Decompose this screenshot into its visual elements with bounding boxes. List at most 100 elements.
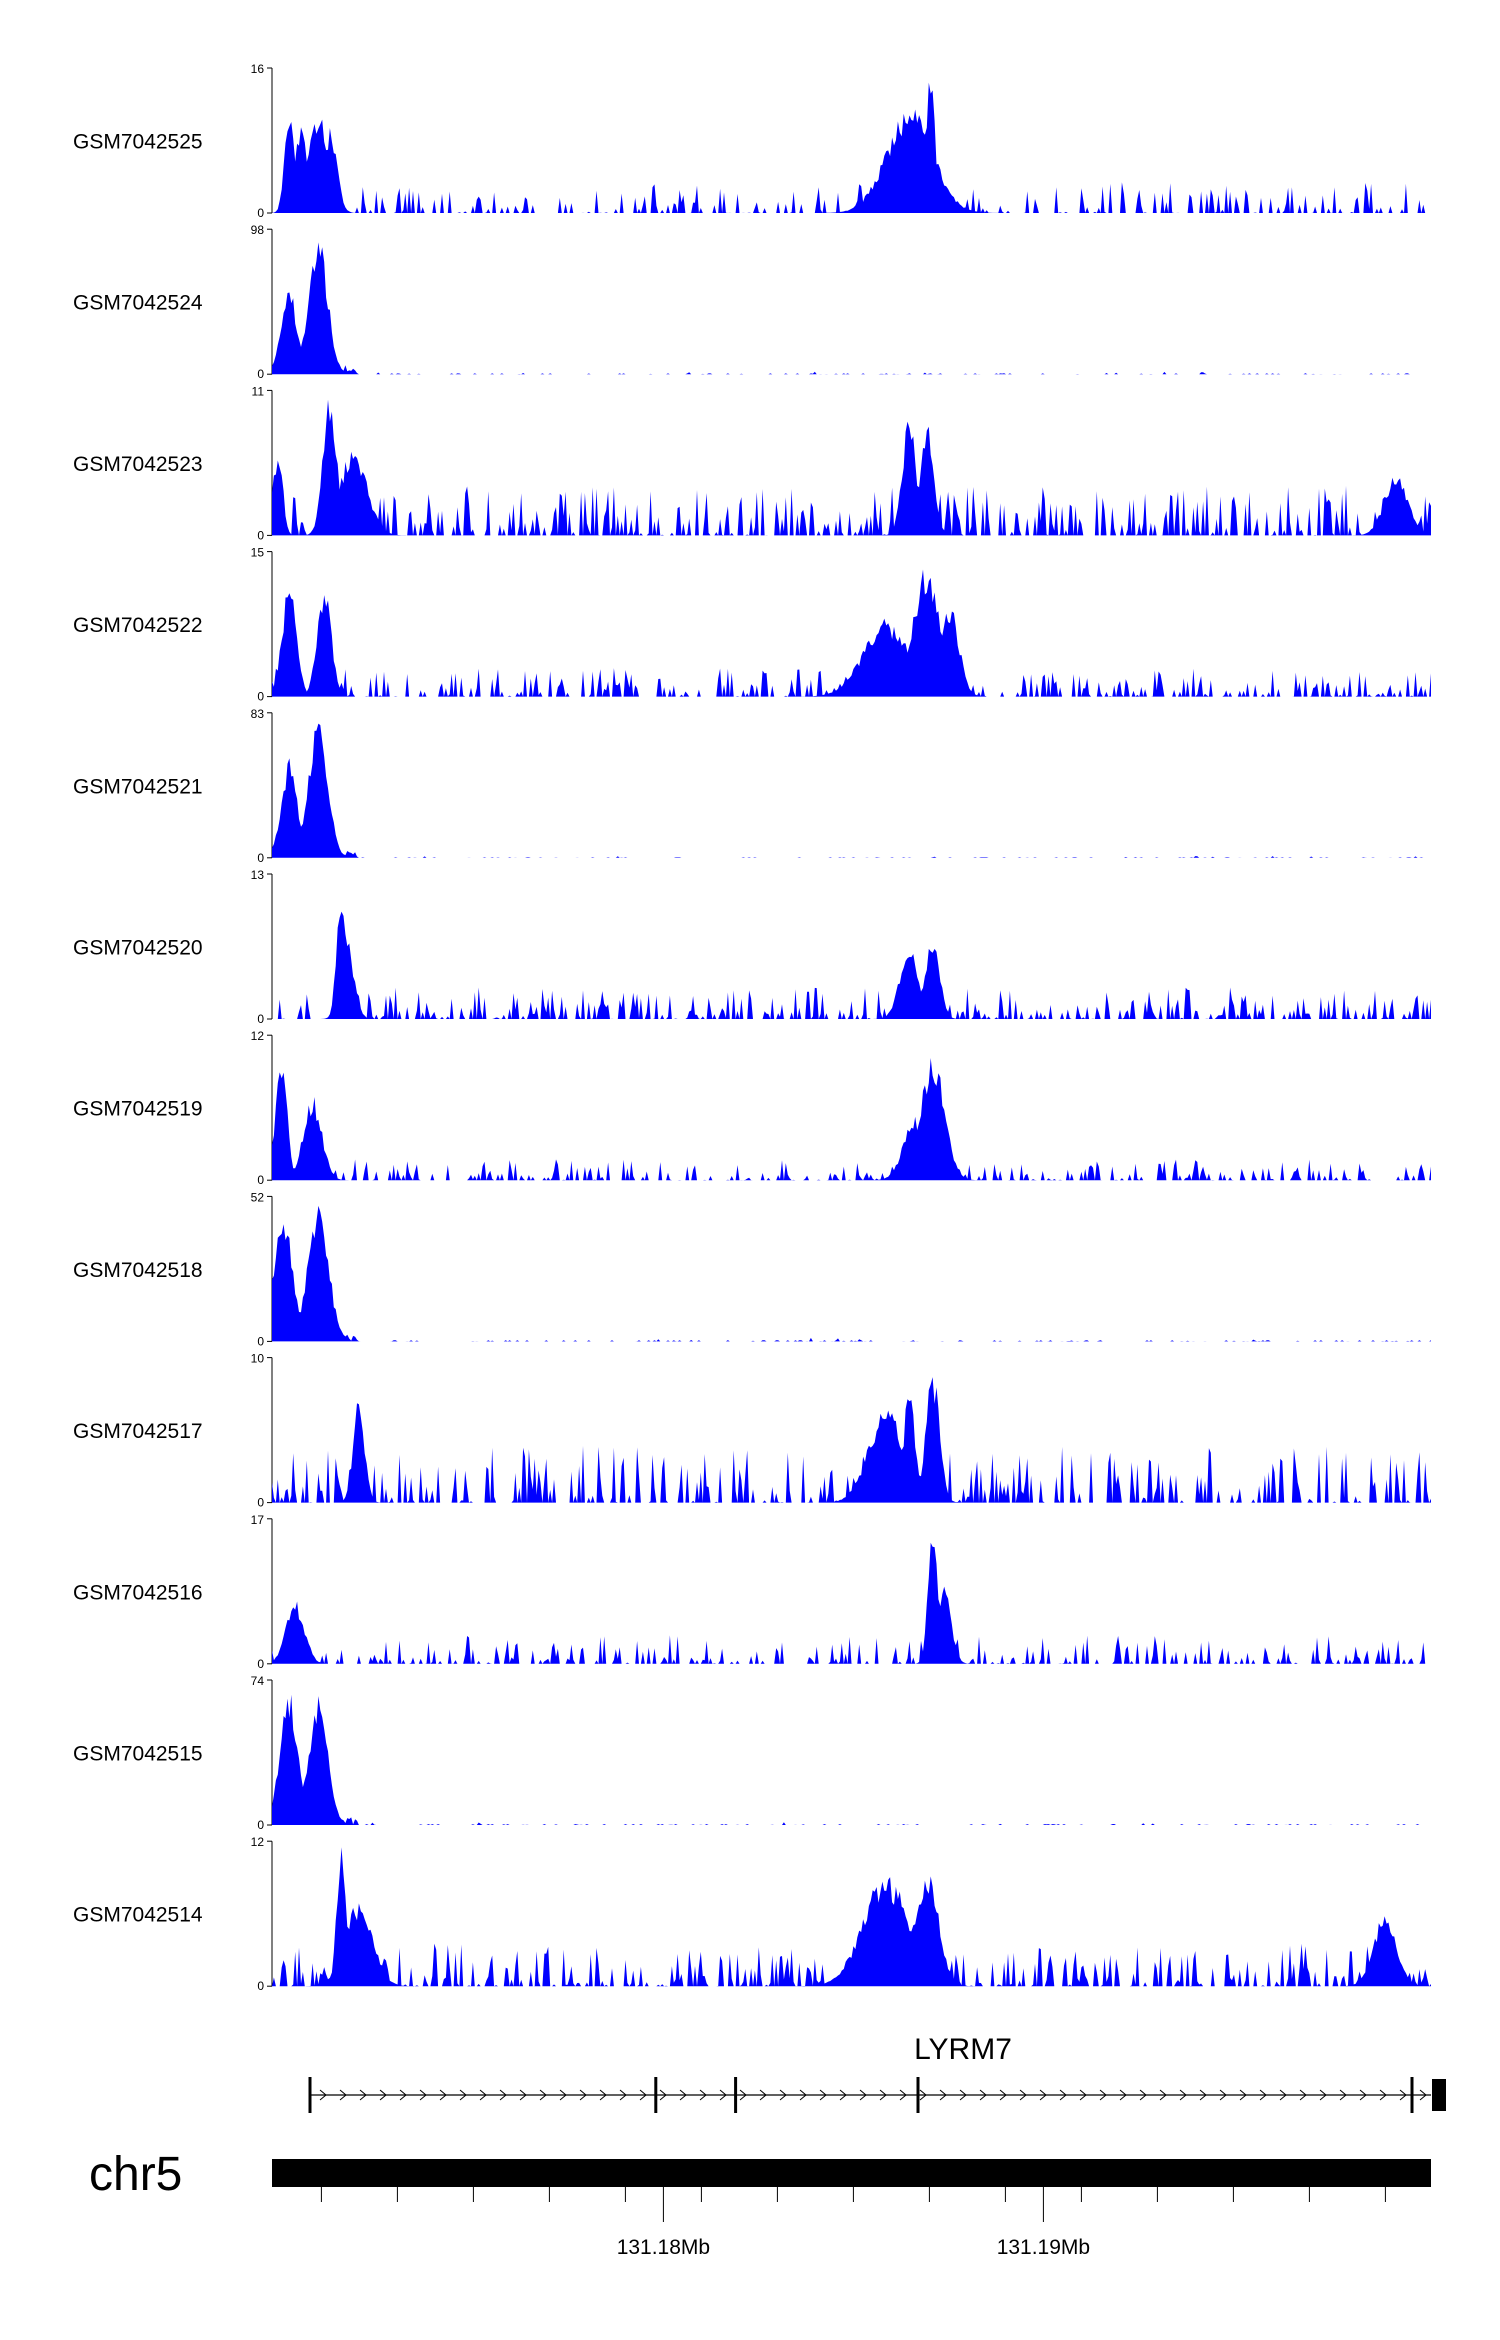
y-min-label: 0 — [257, 1496, 264, 1510]
y-max-label: 83 — [251, 707, 265, 721]
track-GSM7042522: GSM7042522 15 0 — [73, 546, 1431, 704]
coverage-area — [272, 82, 1431, 213]
y-max-label: 17 — [251, 1513, 265, 1527]
y-min-label: 0 — [257, 528, 264, 542]
track-GSM7042515: GSM7042515 74 0 — [73, 1674, 1431, 1832]
y-min-label: 0 — [257, 1818, 264, 1832]
y-max-label: 11 — [252, 384, 265, 398]
strand-arrow — [1099, 2089, 1107, 2101]
coverage-area — [272, 1847, 1431, 1987]
track-label: GSM7042518 — [73, 1259, 203, 1282]
coverage-area — [272, 399, 1431, 536]
strand-arrow — [1339, 2089, 1347, 2101]
track-label: GSM7042522 — [73, 614, 203, 637]
y-max-label: 13 — [251, 868, 265, 882]
strand-arrow — [1159, 2089, 1167, 2101]
strand-arrow — [1359, 2089, 1367, 2101]
strand-arrow — [979, 2089, 987, 2101]
strand-arrow — [1119, 2089, 1127, 2101]
track-GSM7042516: GSM7042516 17 0 — [73, 1513, 1431, 1671]
y-min-label: 0 — [257, 206, 264, 220]
track-GSM7042517: GSM7042517 10 0 — [73, 1352, 1431, 1510]
track-GSM7042521: GSM7042521 83 0 — [73, 707, 1431, 865]
track-label: GSM7042520 — [73, 937, 203, 960]
strand-arrow — [779, 2089, 787, 2101]
strand-arrow — [1419, 2089, 1427, 2101]
coverage-area — [272, 569, 1431, 697]
strand-arrow — [459, 2089, 467, 2101]
strand-arrow — [1139, 2089, 1147, 2101]
strand-arrow — [539, 2089, 547, 2101]
track-label: GSM7042521 — [73, 775, 203, 798]
track-label: GSM7042519 — [73, 1098, 203, 1121]
y-min-label: 0 — [257, 1173, 264, 1187]
strand-arrow — [319, 2089, 327, 2101]
track-label: GSM7042524 — [73, 292, 203, 315]
y-min-label: 0 — [257, 851, 264, 865]
coverage-area — [272, 1542, 1431, 1664]
strand-arrow — [879, 2089, 887, 2101]
strand-arrow — [479, 2089, 487, 2101]
strand-arrow — [1199, 2089, 1207, 2101]
y-max-label: 74 — [251, 1674, 265, 1688]
y-min-label: 0 — [257, 690, 264, 704]
strand-arrow — [339, 2089, 347, 2101]
strand-arrow — [599, 2089, 607, 2101]
track-GSM7042518: GSM7042518 52 0 — [73, 1190, 1431, 1348]
y-max-label: 12 — [251, 1835, 265, 1849]
axis-tick-label: 131.19Mb — [997, 2236, 1090, 2259]
strand-arrow — [1399, 2089, 1407, 2101]
strand-arrow — [919, 2089, 927, 2101]
y-max-label: 12 — [251, 1029, 265, 1043]
strand-arrow — [359, 2089, 367, 2101]
strand-arrow — [659, 2089, 667, 2101]
strand-arrow — [439, 2089, 447, 2101]
strand-arrow — [559, 2089, 567, 2101]
y-max-label: 98 — [251, 223, 265, 237]
strand-arrow — [1039, 2089, 1047, 2101]
strand-arrow — [819, 2089, 827, 2101]
track-GSM7042523: GSM7042523 11 0 — [73, 384, 1431, 542]
coverage-area — [272, 1205, 1431, 1342]
track-label: GSM7042515 — [73, 1743, 203, 1766]
track-GSM7042520: GSM7042520 13 0 — [73, 868, 1431, 1026]
exon-mark — [734, 2077, 738, 2113]
y-min-label: 0 — [257, 1657, 264, 1671]
strand-arrow — [939, 2089, 947, 2101]
strand-arrow — [499, 2089, 507, 2101]
chromosome-label: chr5 — [89, 2148, 182, 2201]
strand-arrow — [1379, 2089, 1387, 2101]
strand-arrow — [739, 2089, 747, 2101]
gene-label: LYRM7 — [914, 2033, 1012, 2066]
track-label: GSM7042525 — [73, 131, 203, 154]
y-min-label: 0 — [257, 367, 264, 381]
strand-arrow — [1239, 2089, 1247, 2101]
y-max-label: 15 — [251, 546, 265, 560]
chromosome-axis: chr5 131.18Mb 131.19Mb — [89, 2148, 1431, 2259]
strand-arrow — [859, 2089, 867, 2101]
track-label: GSM7042517 — [73, 1420, 203, 1443]
y-min-label: 0 — [257, 1334, 264, 1348]
y-max-label: 10 — [251, 1352, 265, 1366]
coverage-tracks: GSM7042525160GSM7042524980GSM7042523110G… — [73, 62, 1431, 1993]
strand-arrow — [699, 2089, 707, 2101]
y-min-label: 0 — [257, 1979, 264, 1993]
strand-arrow — [899, 2089, 907, 2101]
strand-arrow — [1179, 2089, 1187, 2101]
coverage-area — [272, 1377, 1431, 1503]
chromosome-bar — [272, 2159, 1431, 2187]
y-min-label: 0 — [257, 1012, 264, 1026]
coverage-area — [272, 723, 1431, 858]
strand-arrow — [579, 2089, 587, 2101]
gene-track: LYRM7 — [308, 2033, 1446, 2113]
strand-arrow — [399, 2089, 407, 2101]
coverage-area — [272, 242, 1431, 375]
coverage-area — [272, 1058, 1431, 1181]
strand-arrow — [419, 2089, 427, 2101]
coverage-area — [272, 1694, 1431, 1825]
strand-arrow — [719, 2089, 727, 2101]
track-GSM7042524: GSM7042524 98 0 — [73, 223, 1431, 381]
track-GSM7042525: GSM7042525 16 0 — [73, 62, 1431, 220]
strand-arrow — [519, 2089, 527, 2101]
